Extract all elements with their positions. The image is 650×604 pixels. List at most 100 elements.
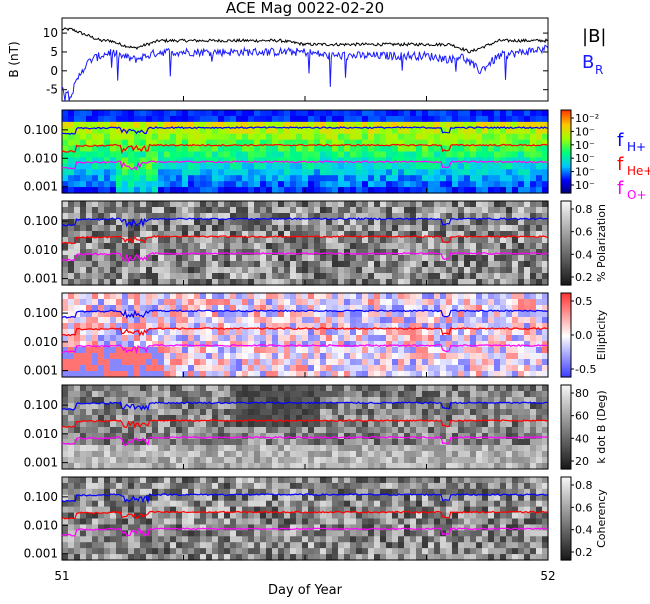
heatmap-cell	[458, 359, 465, 366]
heatmap-cell	[512, 243, 519, 250]
heatmap-cell	[362, 409, 369, 416]
heatmap-cell	[134, 152, 141, 159]
heatmap-cell	[506, 243, 513, 250]
heatmap-cell	[344, 409, 351, 416]
heatmap-cell	[506, 273, 513, 280]
heatmap-cell	[332, 243, 339, 250]
heatmap-cell	[416, 243, 423, 250]
heatmap-cell	[302, 225, 309, 232]
heatmap-cell	[422, 293, 429, 300]
heatmap-cell	[344, 293, 351, 300]
heatmap-cell	[440, 365, 447, 372]
heatmap-cell	[332, 317, 339, 324]
heatmap-cell	[488, 146, 495, 153]
heatmap-cell	[152, 403, 159, 410]
heatmap-cell	[218, 365, 225, 372]
heatmap-cell	[200, 329, 207, 336]
heatmap-cell	[410, 403, 417, 410]
heatmap-cell	[86, 501, 93, 508]
heatmap-cell	[272, 261, 279, 268]
heatmap-cell	[230, 243, 237, 250]
heatmap-cell	[254, 243, 261, 250]
heatmap-cell	[206, 457, 213, 464]
heatmap-cell	[200, 439, 207, 446]
heatmap-cell	[266, 451, 273, 458]
heatmap-cell	[494, 163, 501, 170]
colorbar-tick-label: 0.8	[575, 203, 593, 216]
heatmap-cell	[320, 134, 327, 141]
heatmap-cell	[80, 409, 87, 416]
heatmap-cell	[212, 225, 219, 232]
heatmap-cell	[446, 225, 453, 232]
heatmap-cell	[488, 110, 495, 117]
heatmap-cell	[62, 445, 69, 452]
heatmap-cell	[536, 175, 543, 182]
heatmap-cell	[242, 169, 249, 176]
heatmap-cell	[146, 451, 153, 458]
heatmap-cell	[470, 237, 477, 244]
heatmap-cell	[416, 365, 423, 372]
heatmap-cell	[320, 427, 327, 434]
heatmap-cell	[452, 311, 459, 318]
heatmap-cell	[494, 353, 501, 360]
heatmap-cell	[464, 175, 471, 182]
heatmap-cell	[416, 359, 423, 366]
heatmap-cell	[86, 439, 93, 446]
heatmap-cell	[500, 421, 507, 428]
heatmap-cell	[302, 299, 309, 306]
heatmap-cell	[260, 403, 267, 410]
heatmap-cell	[122, 273, 129, 280]
heatmap-cell	[200, 146, 207, 153]
heatmap-cell	[338, 299, 345, 306]
heatmap-cell	[488, 439, 495, 446]
heatmap-cell	[446, 249, 453, 256]
heatmap-cell	[314, 451, 321, 458]
heatmap-cell	[260, 225, 267, 232]
heatmap-cell	[104, 225, 111, 232]
heatmap-cell	[404, 451, 411, 458]
heatmap-cell	[434, 421, 441, 428]
heatmap-cell	[272, 311, 279, 318]
heatmap-cell	[434, 249, 441, 256]
heatmap-cell	[434, 335, 441, 342]
heatmap-cell	[116, 548, 123, 555]
heatmap-cell	[512, 163, 519, 170]
heatmap-cell	[266, 219, 273, 226]
heatmap-cell	[92, 457, 99, 464]
heatmap-cell	[140, 451, 147, 458]
heatmap-cell	[476, 329, 483, 336]
heatmap-cell	[104, 519, 111, 526]
heatmap-cell	[230, 403, 237, 410]
heatmap-cell	[404, 181, 411, 188]
heatmap-cell	[140, 273, 147, 280]
heatmap-cell	[368, 293, 375, 300]
heatmap-cell	[290, 347, 297, 354]
heatmap-cell	[314, 255, 321, 262]
heatmap-cell	[68, 427, 75, 434]
heatmap-cell	[236, 255, 243, 262]
heatmap-cell	[458, 225, 465, 232]
heatmap-cell	[536, 353, 543, 360]
heatmap-cell	[308, 237, 315, 244]
heatmap-cell	[254, 329, 261, 336]
heatmap-cell	[476, 146, 483, 153]
heatmap-cell	[212, 175, 219, 182]
heatmap-cell	[428, 201, 435, 208]
heatmap-cell	[500, 391, 507, 398]
heatmap-cell	[122, 451, 129, 458]
heatmap-cell	[314, 219, 321, 226]
heatmap-cell	[86, 477, 93, 484]
heatmap-cell	[230, 409, 237, 416]
heatmap-cell	[128, 519, 135, 526]
heatmap-cell	[458, 110, 465, 117]
heatmap-cell	[422, 110, 429, 117]
heatmap-cell	[272, 201, 279, 208]
heatmap-cell	[302, 311, 309, 318]
heatmap-cell	[410, 391, 417, 398]
heatmap-cell	[164, 225, 171, 232]
heatmap-cell	[164, 347, 171, 354]
heatmap-cell	[260, 243, 267, 250]
heatmap-cell	[398, 317, 405, 324]
heatmap-cell	[170, 261, 177, 268]
heatmap-cell	[218, 329, 225, 336]
